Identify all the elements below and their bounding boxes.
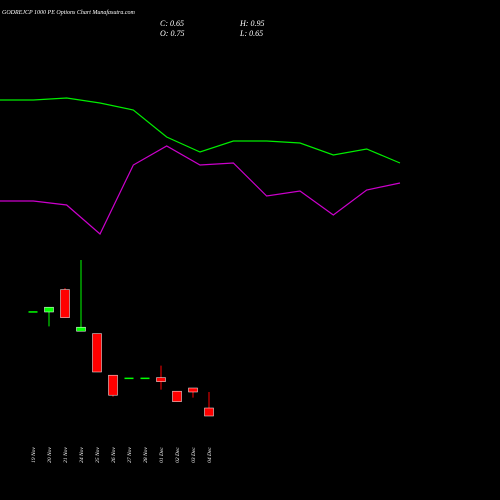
chart-title: GODREJCP 1000 PE Options Chart Munafasut… [2, 9, 136, 16]
info-open: O: 0.75 [160, 29, 184, 38]
x-tick-label: 28 Nov [143, 447, 149, 463]
candle-body [188, 387, 198, 393]
x-tick-label: 02 Dec [175, 447, 181, 463]
candle-body [124, 377, 134, 380]
info-high: H: 0.95 [239, 19, 264, 28]
x-tick-label: 21 Nov [63, 447, 69, 463]
line-series [0, 145, 401, 235]
info-close: C: 0.65 [160, 19, 184, 28]
info-low: L: 0.65 [239, 29, 263, 38]
candle-body [28, 311, 38, 313]
x-tick-label: 26 Nov [111, 447, 117, 463]
x-tick-label: 03 Dec [191, 447, 197, 463]
candle-body [92, 333, 102, 373]
candle-body [156, 377, 166, 382]
x-tick-label: 20 Nov [47, 447, 53, 463]
candle-body [108, 374, 118, 396]
candle-body [44, 306, 54, 313]
candle-body [76, 326, 86, 332]
candle-body [60, 289, 70, 318]
line-series [0, 97, 401, 164]
x-tick-label: 04 Dec [206, 447, 213, 463]
x-tick-label: 24 Nov [78, 447, 85, 463]
candle-body [172, 390, 182, 402]
x-tick-label: 25 Nov [95, 447, 101, 463]
candle-body [140, 377, 150, 380]
x-tick-label: 27 Nov [127, 447, 133, 463]
candle-body [204, 407, 214, 417]
x-tick-label: 19 Nov [31, 447, 37, 463]
x-tick-label: 01 Dec [159, 447, 165, 463]
